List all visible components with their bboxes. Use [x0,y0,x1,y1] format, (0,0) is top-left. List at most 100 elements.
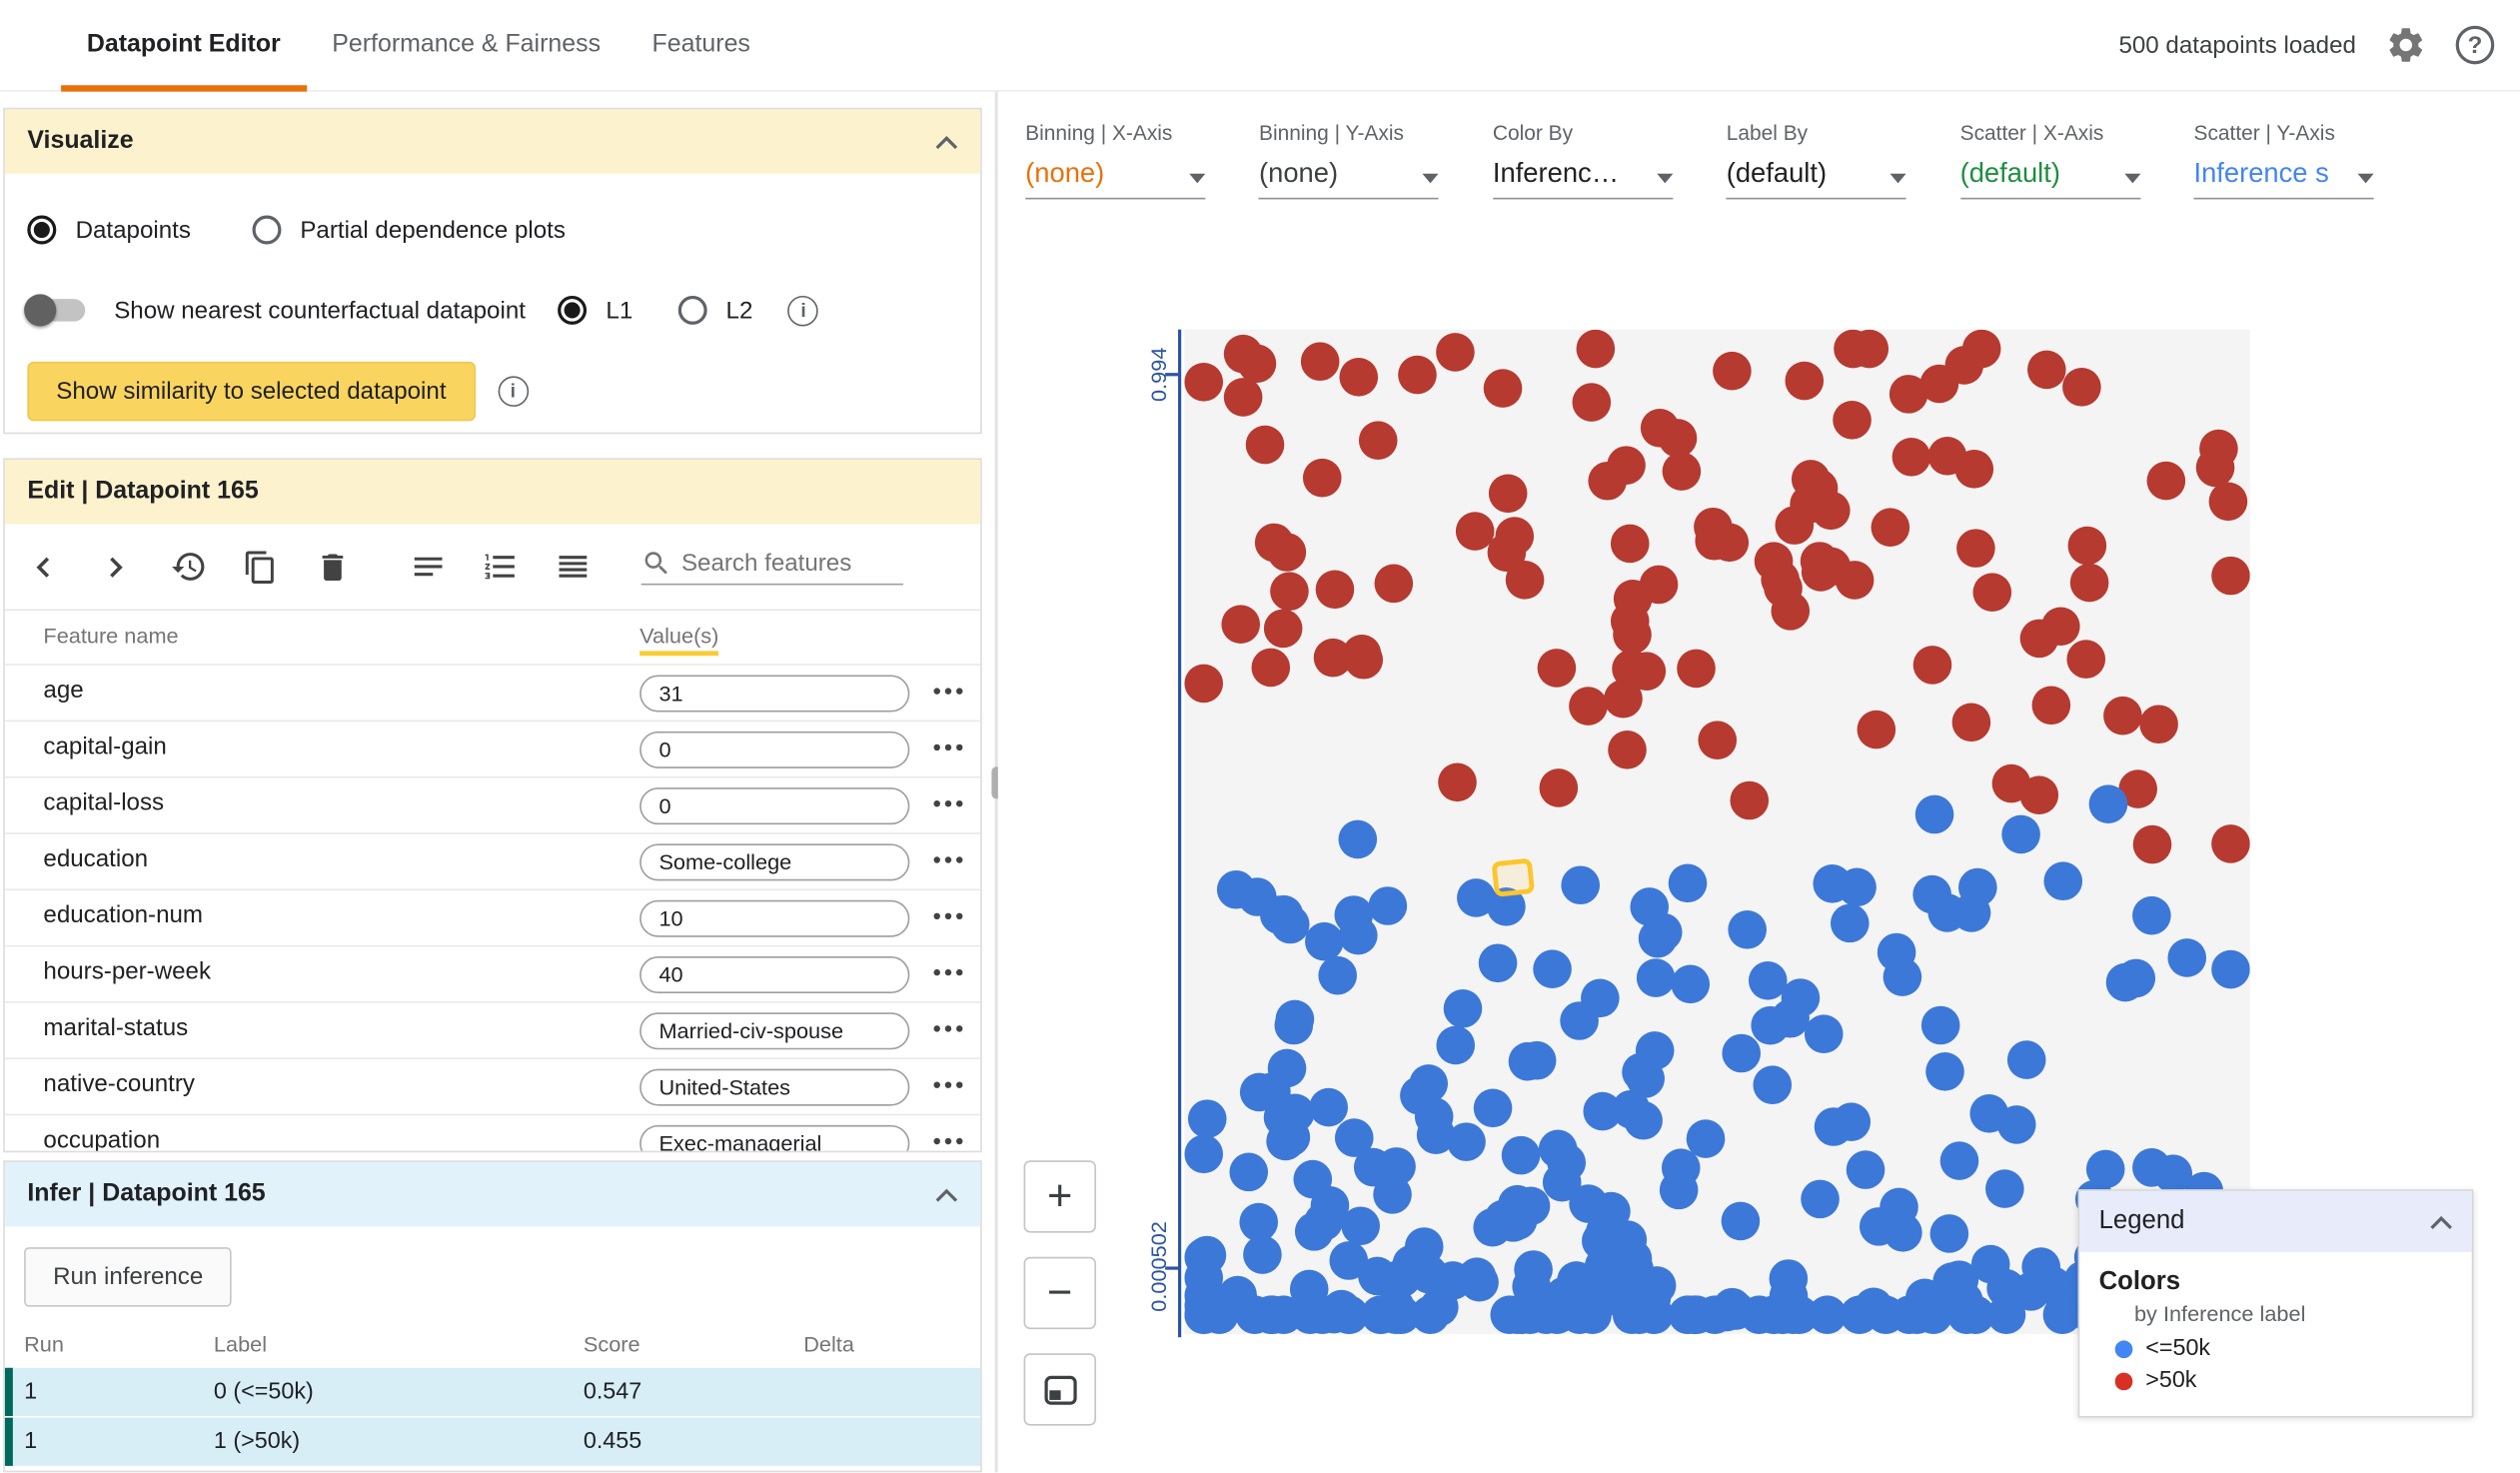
inference-result-row[interactable]: 1 1 (>50k) 0.455 [4,1417,981,1466]
scatter-point-blue[interactable] [1880,1187,1918,1227]
scatter-point-blue[interactable] [1318,955,1357,995]
scatter-point-blue[interactable] [1478,943,1518,983]
scatter-point-blue[interactable] [1502,1295,1542,1334]
scatter-point-red[interactable] [1300,342,1340,382]
scatter-point-blue[interactable] [1353,1147,1393,1187]
zoom-to-fit-button[interactable] [1023,1353,1096,1426]
scatter-point-blue[interactable] [1832,1102,1872,1141]
view-notes-icon[interactable] [409,548,448,587]
scatter-point-red[interactable] [1537,649,1577,688]
scatter-point-red[interactable] [1891,437,1931,477]
divider-grip-icon[interactable] [991,766,1002,799]
scatter-point-blue[interactable] [1487,887,1526,926]
scatter-point-red[interactable] [1972,573,2012,613]
scatter-point-blue[interactable] [1771,998,1810,1038]
scatter-point-red[interactable] [2103,696,2142,736]
scatter-point-blue[interactable] [1722,1033,1762,1073]
scatter-point-blue[interactable] [1695,1295,1735,1334]
scatter-point-red[interactable] [1221,605,1261,645]
scatter-point-blue[interactable] [1329,1295,1369,1334]
scatter-point-red[interactable] [1835,561,1875,600]
scatter-point-blue[interactable] [1560,1001,1599,1040]
scatter-point-blue[interactable] [1216,869,1256,909]
dropdown-select[interactable]: (default) [1959,145,2140,200]
scatter-point-red[interactable] [2208,482,2248,522]
infer-header[interactable]: Infer | Datapoint 165 [4,1161,981,1227]
scatter-point-red[interactable] [1223,378,1263,417]
scatter-point-blue[interactable] [2001,814,2040,854]
scatter-point-red[interactable] [1951,703,1991,742]
scatter-point-red[interactable] [1344,640,1384,680]
scatter-point-red[interactable] [1539,768,1579,807]
scatter-point-red[interactable] [1270,572,1309,612]
zoom-in-button[interactable]: + [1023,1160,1096,1233]
settings-gear-icon[interactable] [2385,24,2427,66]
scatter-point-blue[interactable] [1447,1122,1486,1161]
delete-datapoint-icon[interactable] [314,548,353,587]
next-datapoint-icon[interactable] [97,548,136,587]
l1-radio[interactable] [558,295,588,325]
scatter-point-red[interactable] [1912,646,1952,685]
scatter-point-blue[interactable] [1274,1005,1314,1045]
chevron-up-icon[interactable] [2430,1214,2453,1229]
scatter-plot[interactable] [1184,329,2250,1334]
scatter-point-blue[interactable] [1305,921,1344,961]
scatter-point-red[interactable] [1698,721,1738,759]
more-options-icon[interactable] [933,743,963,751]
scatter-point-blue[interactable] [1409,1064,1449,1103]
scatter-point-blue[interactable] [1637,1266,1677,1305]
scatter-point-blue[interactable] [1635,1295,1674,1334]
scatter-point-red[interactable] [1871,508,1910,548]
similarity-info-icon[interactable]: i [498,375,529,407]
scatter-point-blue[interactable] [1769,1259,1809,1298]
scatter-point-blue[interactable] [1508,1041,1548,1081]
scatter-point-red[interactable] [2027,350,2066,390]
chevron-up-icon[interactable] [935,134,958,149]
inference-result-row[interactable]: 1 0 (<=50k) 0.547 [4,1367,981,1417]
counterfactual-info-icon[interactable]: i [787,295,819,326]
scatter-point-red[interactable] [1572,383,1612,422]
feature-value-input[interactable]: 0 [639,731,910,768]
scatter-point-red[interactable] [1483,369,1523,408]
scatter-point-red[interactable] [1889,375,1928,414]
scatter-point-blue[interactable] [1914,794,1954,834]
tab-features[interactable]: Features [651,30,750,58]
scatter-point-red[interactable] [2132,824,2172,864]
scatter-point-red[interactable] [1662,452,1702,491]
values-column-header[interactable]: Value(s) [639,624,719,657]
scatter-point-red[interactable] [1313,638,1353,678]
scatter-point-red[interactable] [1627,652,1667,691]
l2-radio[interactable] [677,295,707,325]
scatter-point-blue[interactable] [1309,1087,1348,1127]
scatter-point-blue[interactable] [1266,1121,1305,1161]
scatter-point-red[interactable] [2211,556,2250,596]
scatter-point-red[interactable] [1184,664,1224,704]
scatter-point-blue[interactable] [1721,1201,1761,1241]
more-options-icon[interactable] [933,1081,963,1088]
scatter-point-red[interactable] [1184,363,1224,402]
scatter-point-red[interactable] [1833,400,1872,440]
scatter-point-blue[interactable] [1669,1295,1708,1334]
scatter-point-blue[interactable] [1460,1262,1499,1302]
scatter-point-blue[interactable] [1925,1052,1964,1091]
more-options-icon[interactable] [933,799,963,807]
scatter-point-blue[interactable] [1958,867,1997,907]
scatter-point-red[interactable] [1694,507,1733,547]
scatter-point-blue[interactable] [1542,1162,1582,1202]
scatter-point-blue[interactable] [1293,1159,1333,1199]
scatter-point-blue[interactable] [2088,784,2128,823]
more-options-icon[interactable] [933,856,963,863]
scatter-point-red[interactable] [1801,553,1841,592]
scatter-point-red[interactable] [1677,649,1716,689]
scatter-point-red[interactable] [1785,361,1825,401]
scatter-point-red[interactable] [1956,529,1995,568]
scatter-point-red[interactable] [1398,355,1437,395]
scatter-point-red[interactable] [1610,524,1650,564]
scatter-point-blue[interactable] [1239,1072,1279,1112]
scatter-point-red[interactable] [1495,517,1535,556]
scatter-point-red[interactable] [1358,421,1398,461]
scatter-point-red[interactable] [1610,602,1650,641]
reorder-rows-icon[interactable] [553,548,592,587]
scatter-point-blue[interactable] [1329,1241,1369,1280]
scatter-point-blue[interactable] [2042,1295,2082,1334]
